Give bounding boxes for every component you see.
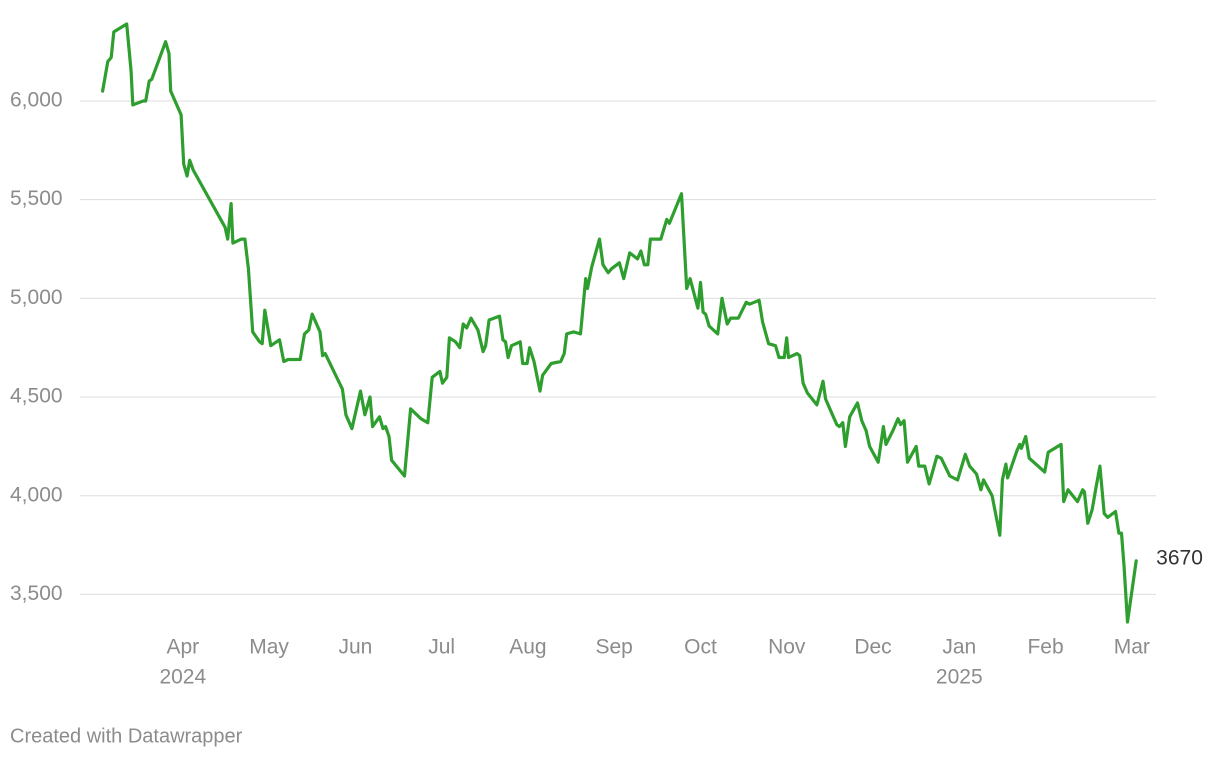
x-tick-label: Oct [684,636,717,659]
y-tick-label: 5,500 [10,187,63,210]
year-label: 2025 [936,666,983,689]
x-tick-label: Jun [338,636,372,659]
line [101,22,1138,624]
y-tick-label: 4,000 [10,483,63,506]
y-tick-label: 4,500 [10,385,63,408]
end-label: 3670 [1156,546,1203,569]
y-tick-label: 6,000 [10,88,63,111]
y-tick-label: 3,500 [10,582,63,605]
x-tick-label: Aug [509,636,546,659]
year-label: 2024 [159,666,206,689]
x-tick-label: Jul [428,636,455,659]
x-tick-label: Sep [596,636,633,659]
x-tick-label: Nov [768,636,806,659]
x-tick-label: Dec [854,636,891,659]
x-tick-label: Apr [166,636,199,659]
x-tick-label: Mar [1114,636,1150,659]
credit: Created with Datawrapper [10,725,243,747]
x-tick-label: Feb [1027,636,1063,659]
x-tick-label: May [249,636,289,659]
x-tick-label: Jan [942,636,976,659]
y-tick-label: 5,000 [10,286,63,309]
